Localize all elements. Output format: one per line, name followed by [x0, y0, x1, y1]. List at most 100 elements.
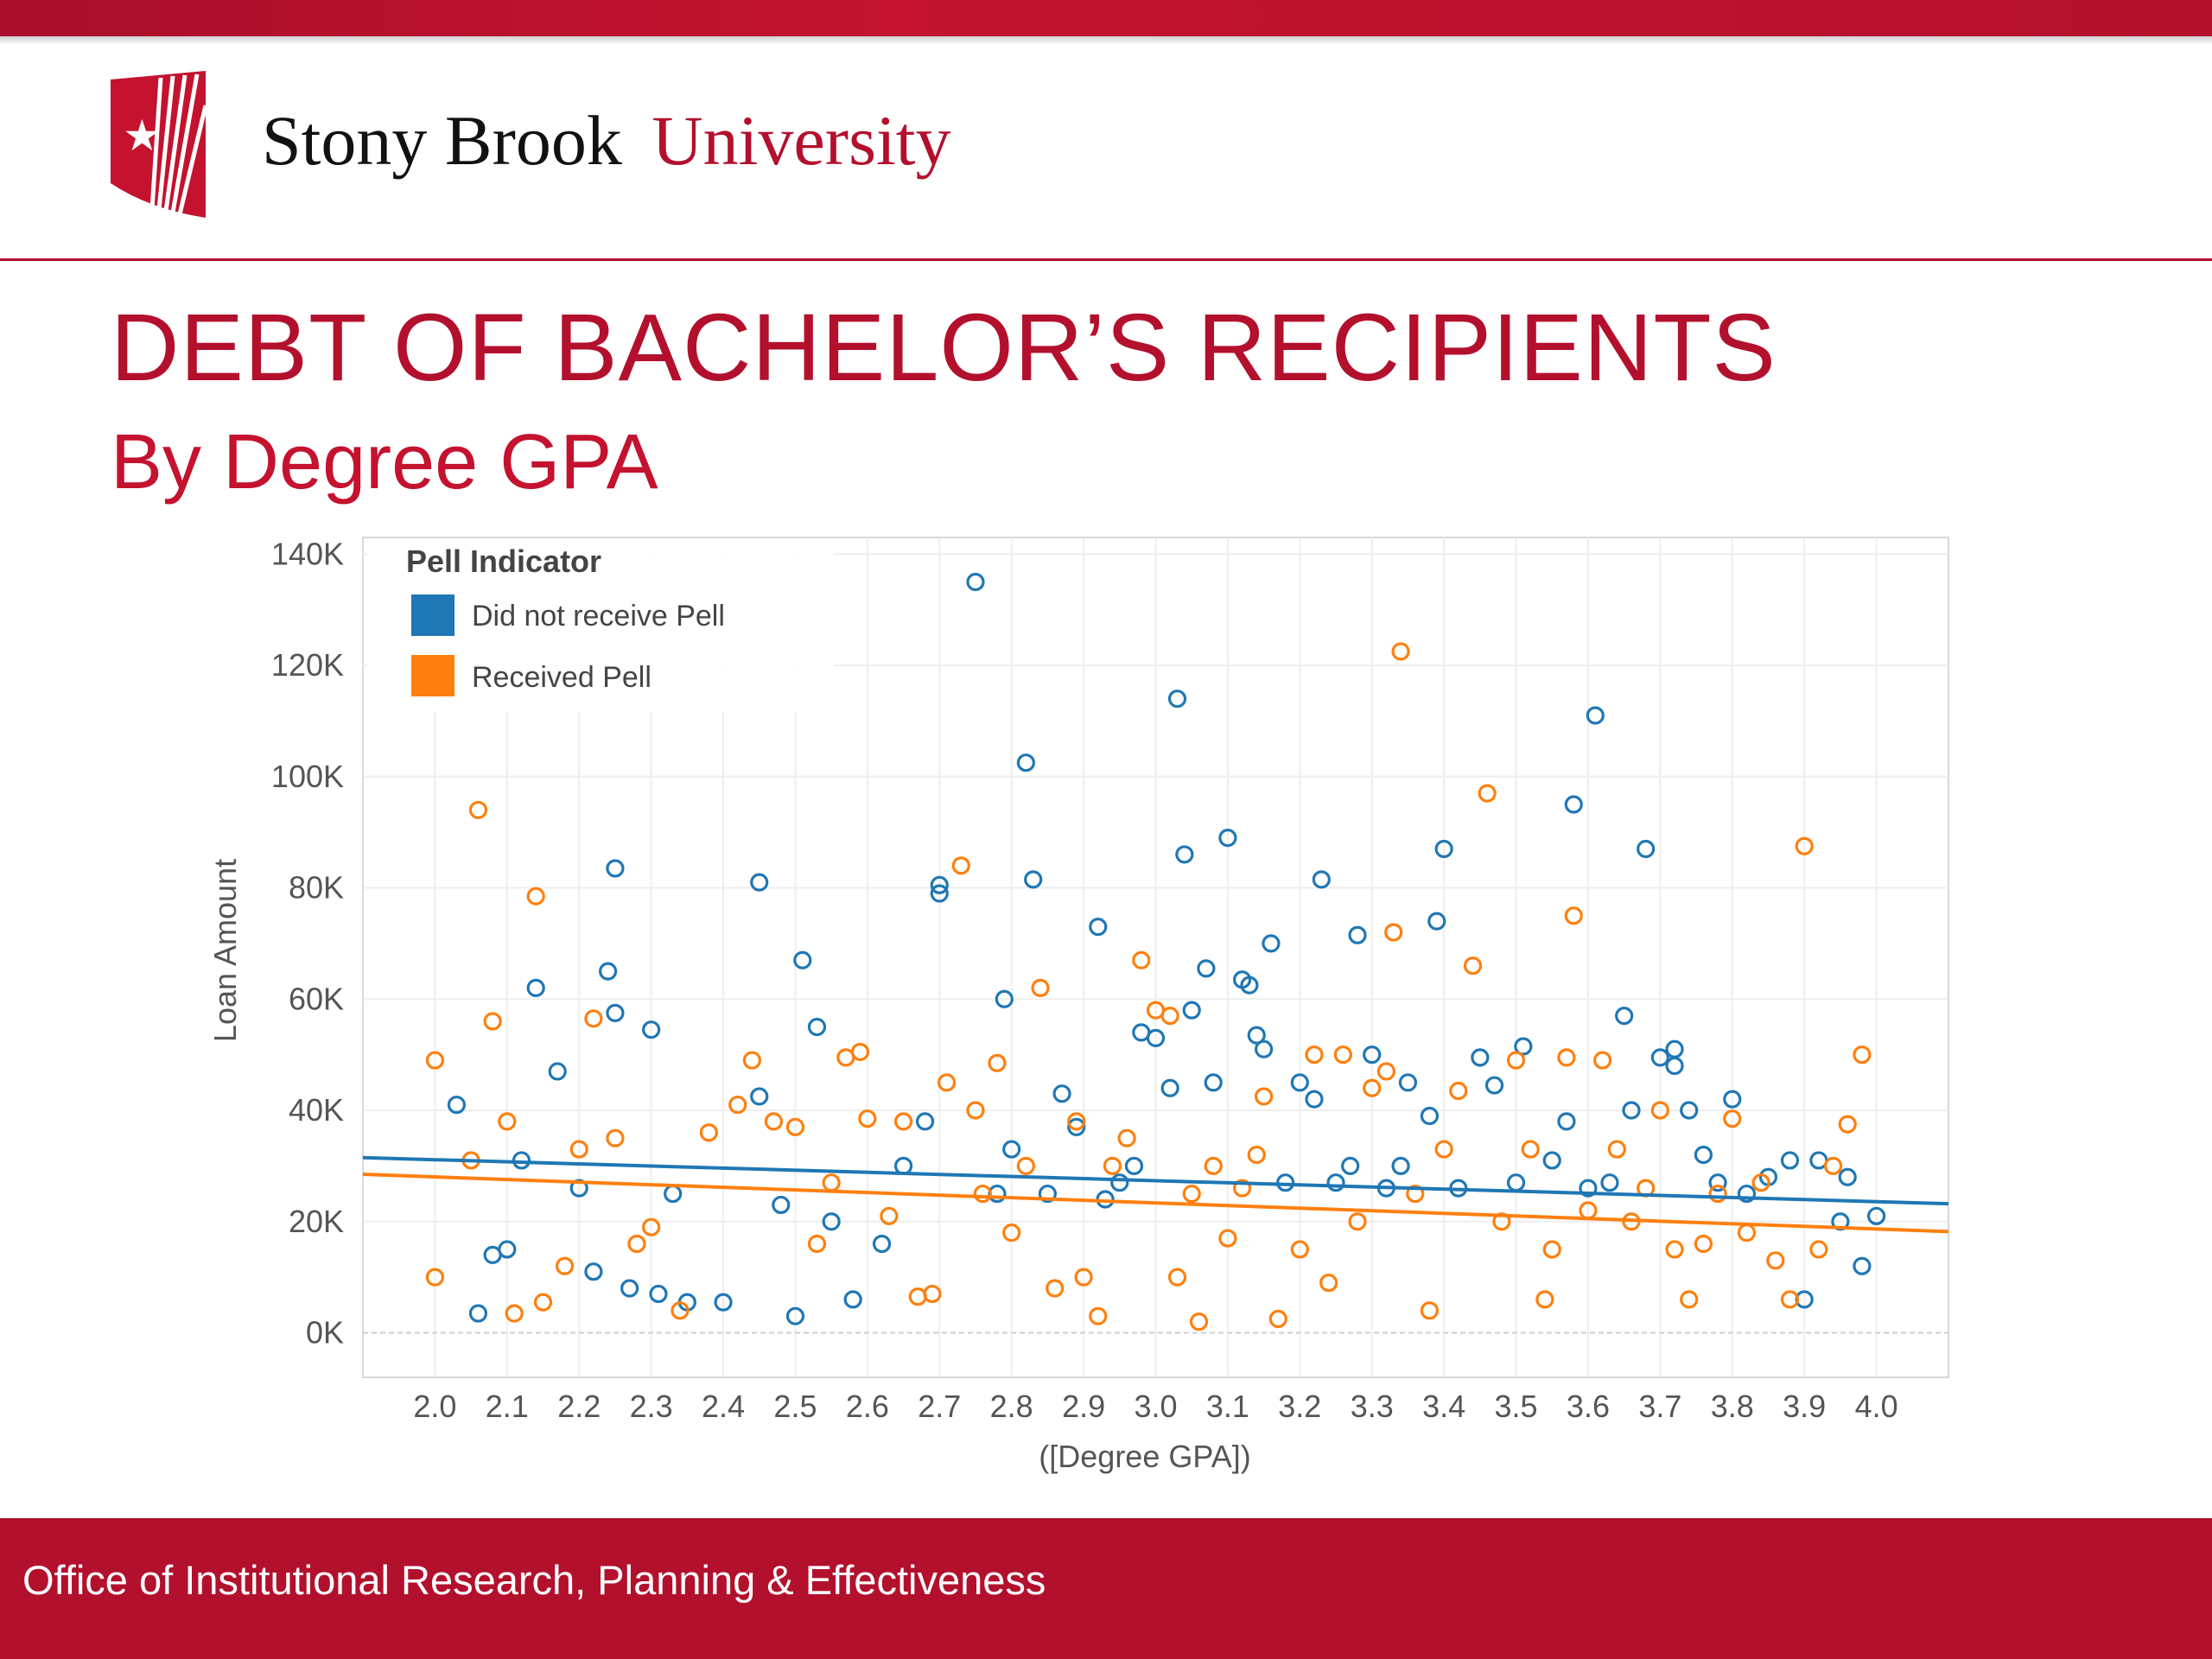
- scatter-point: [915, 1112, 935, 1131]
- scatter-point: [880, 1206, 899, 1225]
- scatter-point: [843, 1290, 862, 1309]
- scatter-point: [785, 1117, 805, 1136]
- scatter-point: [1600, 1173, 1619, 1192]
- scatter-point: [785, 1306, 805, 1325]
- scatter-point: [1232, 1179, 1252, 1198]
- svg-text:★: ★: [123, 111, 162, 160]
- top-band-shadow: [0, 36, 2212, 45]
- scatter-point: [1089, 917, 1108, 937]
- scatter-point: [1305, 1046, 1324, 1065]
- scatter-point: [1204, 1156, 1223, 1175]
- scatter-point: [425, 1051, 445, 1070]
- legend: Pell Indicator Did not receive Pell Rece…: [367, 539, 834, 712]
- scatter-point: [569, 1140, 588, 1159]
- scatter-point: [1182, 1184, 1201, 1204]
- scatter-point: [1110, 1173, 1129, 1192]
- scatter-point: [1521, 1140, 1540, 1159]
- scatter-point: [1650, 1048, 1669, 1067]
- y-tick-label: 20K: [289, 1204, 344, 1239]
- scatter-point: [1838, 1167, 1857, 1186]
- scatter-point: [923, 1284, 942, 1304]
- scatter-point: [498, 1240, 517, 1259]
- scatter-point: [606, 1128, 625, 1147]
- scatter-point: [1607, 1140, 1626, 1159]
- scatter-point: [1031, 978, 1050, 998]
- scatter-point: [606, 1003, 625, 1022]
- scatter-point: [1637, 839, 1656, 859]
- scatter-point: [1751, 1173, 1770, 1192]
- scatter-point: [1622, 1101, 1641, 1120]
- scatter-point: [1506, 1051, 1526, 1070]
- trend-line-no-pell: [362, 1155, 1949, 1206]
- scatter-chart: 2.0 2.1 2.2 2.3 2.4 2.5 2.6 2.7 2.8 2.9 3.0 3.1 3.2 3…: [207, 536, 1949, 1474]
- scatter-point: [1067, 1117, 1086, 1136]
- scatter-point: [1823, 1156, 1843, 1175]
- x-tick-label: 3.3: [1351, 1389, 1394, 1424]
- scatter-point: [642, 1020, 661, 1039]
- scatter-point: [1348, 925, 1367, 944]
- scatter-point: [1694, 1145, 1713, 1165]
- x-tick-label: 2.1: [486, 1389, 529, 1424]
- legend-swatch-blue: [411, 594, 454, 636]
- scatter-point: [1160, 1006, 1179, 1026]
- scatter-point: [872, 1234, 892, 1254]
- scatter-point: [750, 873, 769, 892]
- y-tick-label: 120K: [271, 647, 344, 683]
- scatter-point: [1182, 1001, 1201, 1020]
- scatter-point: [505, 1304, 524, 1323]
- scatter-point: [1557, 1112, 1576, 1131]
- scatter-point: [1449, 1081, 1468, 1101]
- scatter-point: [1680, 1290, 1699, 1309]
- scatter-point: [1376, 1062, 1396, 1081]
- scatter-point: [468, 1304, 488, 1323]
- scatter-point: [1564, 906, 1583, 925]
- scatter-point: [1348, 1212, 1367, 1231]
- top-accent-band: [0, 0, 2212, 36]
- series-layer: [425, 572, 1886, 1332]
- scatter-point: [1341, 1156, 1360, 1175]
- scatter-point: [1089, 1306, 1108, 1325]
- university-logo: ★ Stony Brook University: [111, 71, 951, 218]
- y-tick-label: 60K: [289, 981, 344, 1016]
- scatter-point: [1766, 1251, 1785, 1270]
- scatter-point: [1737, 1184, 1757, 1204]
- scatter-point: [1650, 1101, 1669, 1120]
- scatter-point: [1218, 1229, 1237, 1248]
- scatter-point: [728, 1095, 747, 1115]
- x-tick-label: 3.6: [1567, 1389, 1610, 1424]
- scatter-point: [1117, 1128, 1136, 1147]
- scatter-point: [1434, 1140, 1453, 1159]
- scatter-point: [1542, 1151, 1561, 1170]
- scatter-point: [1586, 706, 1605, 725]
- scatter-point: [1665, 1240, 1684, 1259]
- scatter-point: [742, 1051, 762, 1070]
- scatter-point: [1391, 1156, 1410, 1175]
- scatter-point: [1478, 784, 1497, 803]
- scatter-point: [807, 1017, 827, 1037]
- scatter-point: [1579, 1179, 1598, 1198]
- footer-bar: Office of Institutional Research, Planni…: [0, 1518, 2212, 1659]
- scatter-point: [1708, 1173, 1727, 1192]
- university-name: Stony Brook University: [262, 101, 951, 180]
- scatter-point: [1189, 1313, 1209, 1332]
- scatter-point: [750, 1087, 769, 1106]
- scatter-point: [995, 989, 1014, 1008]
- scatter-point: [1384, 923, 1403, 942]
- y-tick-label: 100K: [271, 759, 344, 794]
- y-tick-label: 80K: [289, 870, 344, 906]
- scatter-point: [649, 1284, 668, 1304]
- scatter-point: [526, 887, 545, 906]
- scatter-point: [1723, 1090, 1742, 1109]
- legend-label-pell: Received Pell: [472, 661, 652, 694]
- scatter-point: [973, 1184, 992, 1204]
- x-tick-label: 4.0: [1855, 1389, 1898, 1424]
- scatter-point: [1319, 1273, 1338, 1293]
- scatter-point: [1484, 1076, 1504, 1095]
- y-axis-ticks: 0K 20K 40K 60K 80K 100K 120K 140K: [271, 536, 344, 1350]
- scatter-point: [1305, 1090, 1324, 1109]
- scatter-point: [966, 572, 985, 592]
- scatter-point: [1067, 1112, 1086, 1131]
- scatter-point: [1024, 870, 1043, 889]
- scatter-point: [498, 1112, 517, 1131]
- x-tick-label: 3.4: [1422, 1389, 1465, 1424]
